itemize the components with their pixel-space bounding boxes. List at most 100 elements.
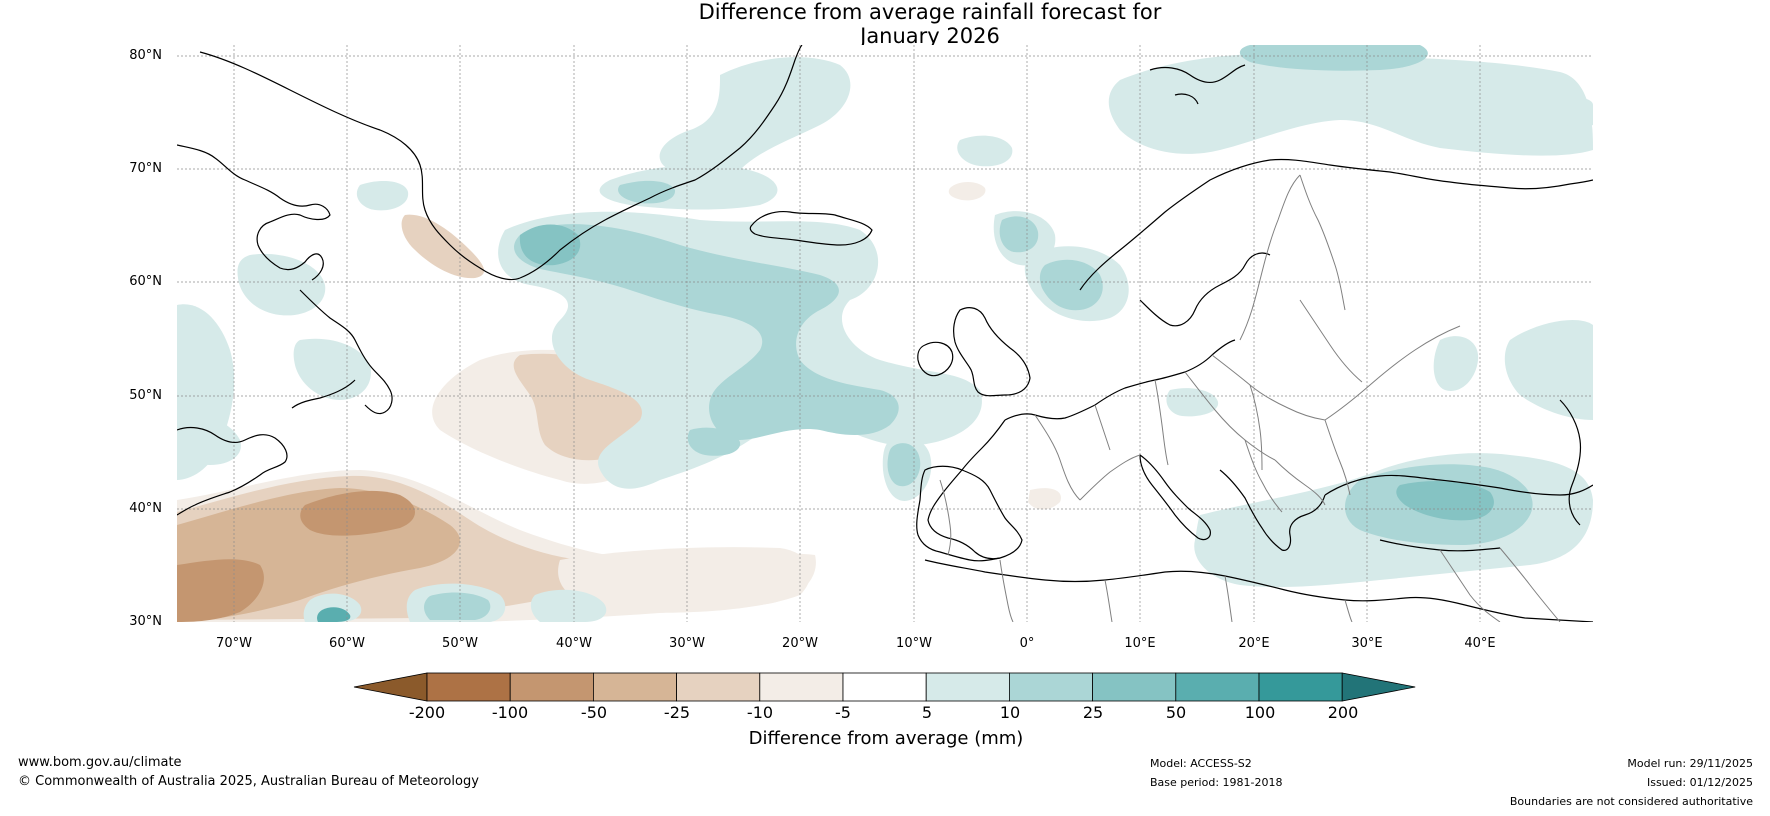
brown-region-iberia (1028, 488, 1061, 510)
model-name: Model: ACCESS-S2 (1150, 757, 1252, 770)
lon-label-10e: 10°E (1124, 636, 1156, 651)
colorbar-tick-label: -100 (491, 703, 529, 722)
lon-label-10w: 10°W (896, 636, 932, 651)
teal-region-north-atlantic-mid (514, 224, 899, 440)
copyright-text: © Commonwealth of Australia 2025, Austra… (18, 774, 479, 789)
teal-region-turkey-core (1396, 480, 1494, 521)
colorbar-segment (676, 672, 761, 702)
wetter-anomaly-regions (177, 45, 1593, 622)
title-line-1: Difference from average rainfall forecas… (698, 0, 1162, 24)
colorbar-segment (925, 672, 1010, 702)
country-borders (939, 174, 1561, 622)
coastline-labrador-newfoundland (291, 289, 393, 415)
teal-region-greenland-north-blob (957, 135, 1013, 167)
teal-region-central-atlantic (687, 427, 741, 456)
lat-label-40n: 40°N (129, 501, 162, 516)
base-period: Base period: 1981-2018 (1150, 776, 1283, 789)
teal-region-south-atlantic-blob-2-core (424, 592, 491, 620)
teal-region-iberia-west-mid (887, 443, 921, 487)
coastline-iceland (749, 210, 873, 246)
coastline-nova-scotia-us (177, 426, 288, 516)
brown-region-norwegian-sea (948, 182, 986, 201)
brown-region-dark-southwest (177, 559, 264, 622)
lat-label-50n: 50°N (129, 388, 162, 403)
lon-label-30e: 30°E (1351, 636, 1383, 651)
brown-region-south-central (558, 547, 811, 613)
lat-label-80n: 80°N (129, 48, 162, 63)
borders-iberia (939, 479, 952, 556)
gridlines (177, 45, 1593, 622)
teal-region-south-atlantic-blob-3 (530, 589, 607, 622)
colorbar-segment (842, 672, 927, 702)
colorbar-segment (1092, 672, 1177, 702)
colorbar-segment (1009, 672, 1094, 702)
colorbar-tick-label: 200 (1327, 703, 1359, 722)
teal-region-alps (1166, 388, 1219, 417)
brown-region-greenland-east (401, 214, 485, 279)
coastline-iberia (916, 465, 1023, 562)
colorbar-tick-label: -5 (835, 703, 851, 722)
teal-region-greenland-west (356, 180, 409, 211)
lat-label-70n: 70°N (129, 161, 162, 176)
lon-label-40e: 40°E (1464, 636, 1496, 651)
map-plot-area (177, 45, 1593, 622)
colorbar-tick-label: 50 (1165, 703, 1187, 722)
colorbar-tick-label: 10 (999, 703, 1021, 722)
teal-region-labrador-sea (237, 253, 326, 316)
colorbar-segment (509, 672, 594, 702)
coastline-caspian (1559, 399, 1582, 526)
colorbar-lower-extend-arrow (353, 672, 428, 702)
teal-region-south-atlantic-blob-1-core (317, 607, 351, 622)
colorbar-tick-label: 25 (1082, 703, 1104, 722)
coastline-canadian-arctic-islands (177, 144, 331, 281)
teal-region-barents-blob (1555, 97, 1593, 128)
coastline-balkans-greece (1219, 469, 1326, 551)
lon-label-70w: 70°W (216, 636, 252, 651)
teal-region-svalbard (1108, 53, 1593, 156)
teal-region-svalbard-north (1239, 45, 1428, 71)
colorbar-tick-label: -25 (663, 703, 691, 722)
teal-region-greenland-northeast (659, 57, 851, 180)
coastline-svalbard (1149, 64, 1246, 105)
coastline-italy (1139, 454, 1211, 541)
lat-label-60n: 60°N (129, 274, 162, 289)
lon-label-20w: 20°W (782, 636, 818, 651)
title-line-2: January 2026 (860, 24, 1000, 48)
brown-region-dark-southwest-2 (300, 490, 415, 536)
lat-label-30n: 30°N (129, 614, 162, 629)
teal-region-greenland-sea (519, 224, 581, 266)
colorbar-segment (426, 672, 511, 702)
map-title: Difference from average rainfall forecas… (0, 0, 1770, 48)
colorbar (353, 672, 1416, 702)
colorbar-segment (592, 672, 677, 702)
colorbar-segment (1175, 672, 1260, 702)
coastline-uk-ireland (917, 307, 1031, 397)
lon-label-50w: 50°W (442, 636, 478, 651)
lon-label-30w: 30°W (669, 636, 705, 651)
colorbar-upper-extend-arrow (1341, 672, 1416, 702)
colorbar-tick-label: -200 (408, 703, 446, 722)
lon-label-0: 0° (1019, 636, 1035, 651)
lon-label-20e: 20°E (1238, 636, 1270, 651)
coastline-greenland-south-east (519, 45, 803, 279)
colorbar-tick-label: -10 (746, 703, 774, 722)
teal-region-iceland-east-mid (999, 216, 1039, 253)
model-run-date: Model run: 29/11/2025 (1627, 757, 1753, 770)
teal-region-norway-coast-mid (1039, 259, 1103, 311)
borders-western-europe (1034, 379, 1169, 501)
teal-region-black-sea-north (1433, 336, 1479, 391)
borders-central-europe (1184, 354, 1326, 471)
coastline-europe-mainland (927, 339, 1236, 560)
colorbar-segments (353, 672, 1416, 702)
boundaries-disclaimer: Boundaries are not considered authoritat… (1509, 795, 1753, 808)
teal-region-caspian (1504, 320, 1593, 420)
colorbar-segment (1258, 672, 1343, 702)
issued-date: Issued: 01/12/2025 (1646, 776, 1753, 789)
borders-eastern-europe (1299, 299, 1461, 496)
lon-label-60w: 60°W (329, 636, 365, 651)
colorbar-tick-label: 100 (1244, 703, 1276, 722)
borders-middle-east (1439, 547, 1561, 622)
borders-scandinavia (1239, 174, 1346, 341)
website-link[interactable]: www.bom.gov.au/climate (18, 755, 182, 770)
